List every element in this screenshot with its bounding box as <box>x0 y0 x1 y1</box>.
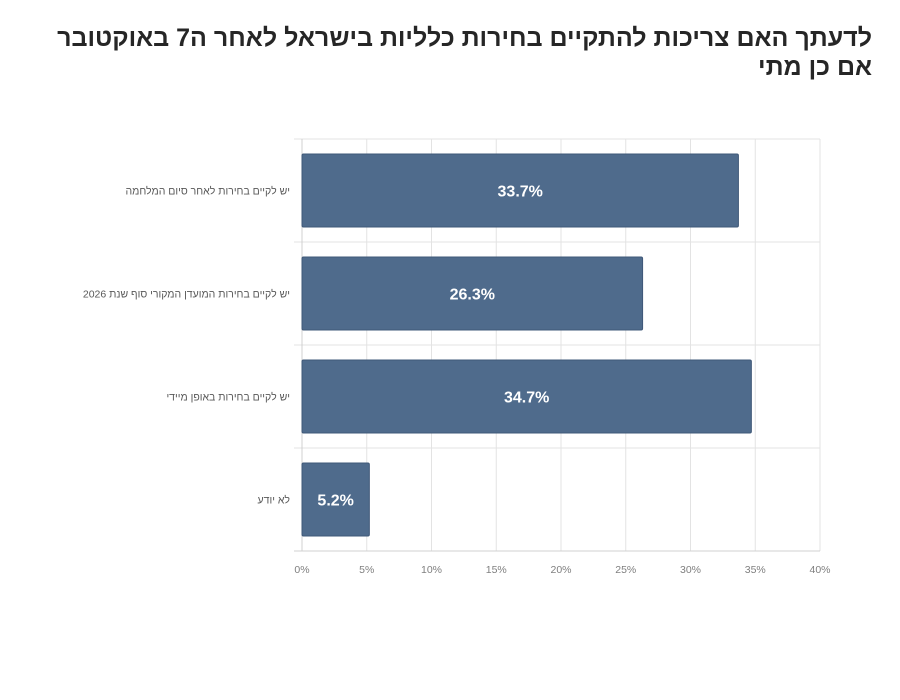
bar <box>301 359 752 434</box>
x-tick-label: 10% <box>421 564 442 576</box>
x-tick-label: 40% <box>809 564 830 576</box>
bar-value-label: 34.7% <box>504 390 549 407</box>
category-labels: יש לקיים בחירות לאחר סיום המלחמה יש לקיים… <box>83 186 291 507</box>
category-label: יש לקיים בחירות לאחר סיום המלחמה <box>125 186 290 198</box>
bar <box>301 462 370 537</box>
x-tick-label: 35% <box>745 564 766 576</box>
bar <box>301 153 739 228</box>
category-label: לא יודע <box>258 495 291 507</box>
bar-value-label: 26.3% <box>450 287 495 304</box>
category-label: יש לקיים בחירות באופן מיידי <box>166 392 290 404</box>
chart-title: לדעתך האם צריכות להתקיים בחירות כלליות ב… <box>57 24 872 81</box>
category-label: יש לקיים בחירות המועדן המקורי סוף שנת 20… <box>83 289 290 301</box>
bar <box>301 256 644 331</box>
x-tick-label: 25% <box>615 564 636 576</box>
x-tick-label: 30% <box>680 564 701 576</box>
bar-value-label: 5.2% <box>317 493 353 510</box>
x-tick-label: 20% <box>550 564 571 576</box>
x-axis-ticks: 0% 5% 10% 15% 20% 25% 30% 35% 40% <box>294 564 830 576</box>
x-tick-label: 5% <box>359 564 374 576</box>
data-labels: 33.7% 26.3% 34.7% 5.2% <box>317 184 549 510</box>
x-tick-label: 15% <box>486 564 507 576</box>
bars <box>301 153 752 537</box>
bar-value-label: 33.7% <box>498 184 543 201</box>
x-tick-label: 0% <box>294 564 309 576</box>
